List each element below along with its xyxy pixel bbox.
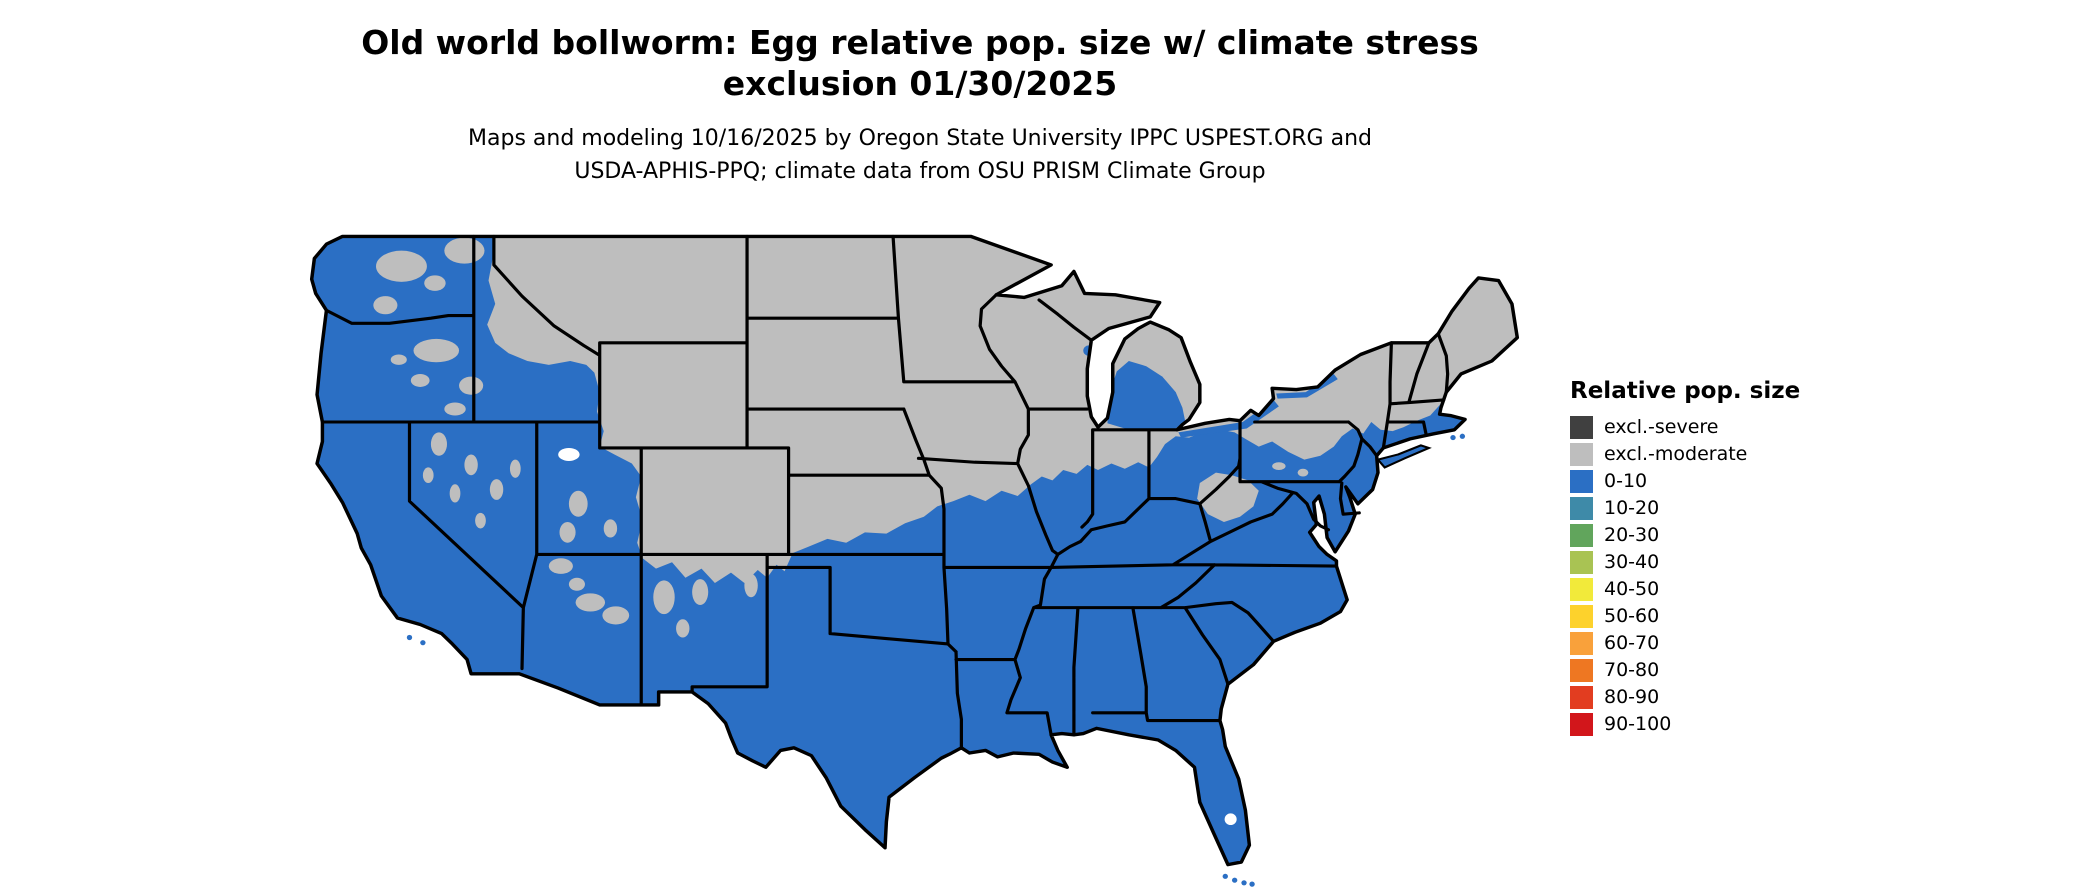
legend-title: Relative pop. size xyxy=(1570,378,1801,404)
legend-swatch xyxy=(1570,659,1593,682)
exclusion-patch xyxy=(444,402,466,416)
exclusion-patch xyxy=(548,558,573,574)
legend-swatch xyxy=(1570,686,1593,709)
exclusion-patch xyxy=(653,580,675,615)
legend-swatch xyxy=(1570,524,1593,547)
legend-item: 50-60 xyxy=(1570,603,1800,630)
legend-swatch xyxy=(1570,632,1593,655)
legend-item: 40-50 xyxy=(1570,576,1800,603)
florida-keys-dot xyxy=(1249,881,1255,887)
exclusion-patch xyxy=(464,454,478,476)
exclusion-patch xyxy=(375,250,427,282)
legend: Relative pop. size excl.-severe excl.-mo… xyxy=(1570,378,1800,738)
legend-swatch xyxy=(1570,551,1593,574)
mountain-exclusion-patches xyxy=(373,237,1309,638)
exclusion-patch xyxy=(568,577,585,591)
legend-item-label: 70-80 xyxy=(1604,659,1660,681)
legend-swatch xyxy=(1570,605,1593,628)
legend-items: excl.-severe excl.-moderate 0-10 10-20 2… xyxy=(1570,414,1800,738)
legend-item: 60-70 xyxy=(1570,630,1800,657)
exclusion-patch xyxy=(413,338,460,363)
exclusion-patch xyxy=(509,459,521,478)
lake-okeechobee xyxy=(1224,813,1237,826)
legend-item-label: 90-100 xyxy=(1604,713,1672,735)
exclusion-patch xyxy=(449,484,461,503)
legend-item: 10-20 xyxy=(1570,495,1800,522)
legend-swatch xyxy=(1570,713,1593,736)
legend-item: 0-10 xyxy=(1570,468,1800,495)
legend-item-label: excl.-severe xyxy=(1604,416,1719,438)
figure-title: Old world bollworm: Egg relative pop. si… xyxy=(361,23,1479,103)
legend-item: 30-40 xyxy=(1570,549,1800,576)
legend-item: 80-90 xyxy=(1570,684,1800,711)
exclusion-patch xyxy=(422,467,434,484)
exclusion-patch xyxy=(568,490,588,517)
legend-item: 70-80 xyxy=(1570,657,1800,684)
legend-swatch xyxy=(1570,416,1593,439)
great-salt-lake xyxy=(558,447,580,461)
legend-item: 90-100 xyxy=(1570,711,1800,738)
legend-swatch xyxy=(1570,443,1593,466)
exclusion-patch xyxy=(459,376,484,395)
legend-item-label: 40-50 xyxy=(1604,578,1660,600)
exclusion-patch xyxy=(1272,462,1286,471)
exclusion-patch xyxy=(373,296,398,315)
florida-keys-dot xyxy=(1241,880,1247,886)
exclusion-patch xyxy=(390,354,407,365)
exclusion-patch xyxy=(444,237,485,264)
legend-item: excl.-moderate xyxy=(1570,441,1800,468)
legend-item: excl.-severe xyxy=(1570,414,1800,441)
exclusion-patch xyxy=(410,373,430,387)
us-choropleth-map xyxy=(309,234,1520,887)
legend-item-label: 50-60 xyxy=(1604,605,1660,627)
legend-swatch xyxy=(1570,470,1593,493)
legend-item-label: 80-90 xyxy=(1604,686,1660,708)
legend-swatch xyxy=(1570,497,1593,520)
islands xyxy=(406,433,1466,887)
excluded-patch-appalachia xyxy=(1197,472,1259,522)
exclusion-patch xyxy=(475,512,486,529)
exclusion-patch xyxy=(602,606,630,625)
legend-item-label: excl.-moderate xyxy=(1604,443,1748,465)
exclusion-patch xyxy=(744,573,758,598)
legend-item-label: 30-40 xyxy=(1604,551,1660,573)
exclusion-patch xyxy=(1297,468,1309,477)
exclusion-patch xyxy=(575,593,606,612)
exclusion-patch xyxy=(676,619,690,638)
legend-item-label: 20-30 xyxy=(1604,524,1660,546)
legend-item-label: 0-10 xyxy=(1604,470,1648,492)
exclusion-patch xyxy=(559,521,576,543)
island-dot xyxy=(1459,433,1466,439)
figure-subtitle: Maps and modeling 10/16/2025 by Oregon S… xyxy=(468,126,1372,184)
channel-islands-dot xyxy=(420,640,426,646)
florida-keys-dot xyxy=(1222,873,1228,879)
exclusion-patch xyxy=(424,275,446,291)
island-dot xyxy=(1450,434,1456,441)
exclusion-patch xyxy=(692,579,709,606)
exclusion-patch xyxy=(489,479,504,500)
channel-islands-dot xyxy=(406,634,413,641)
exclusion-patch xyxy=(430,432,447,456)
inland-lakes xyxy=(558,447,1237,826)
suitable-lower-michigan xyxy=(1107,360,1186,429)
long-island xyxy=(1376,444,1432,469)
suitable-lake-ontario-shore xyxy=(1276,373,1338,399)
legend-item-label: 10-20 xyxy=(1604,497,1660,519)
florida-keys-dot xyxy=(1231,877,1238,883)
state-borders xyxy=(320,234,1450,750)
legend-swatch xyxy=(1570,578,1593,601)
exclusion-patch xyxy=(603,519,618,538)
legend-item: 20-30 xyxy=(1570,522,1800,549)
legend-item-label: 60-70 xyxy=(1604,632,1660,654)
